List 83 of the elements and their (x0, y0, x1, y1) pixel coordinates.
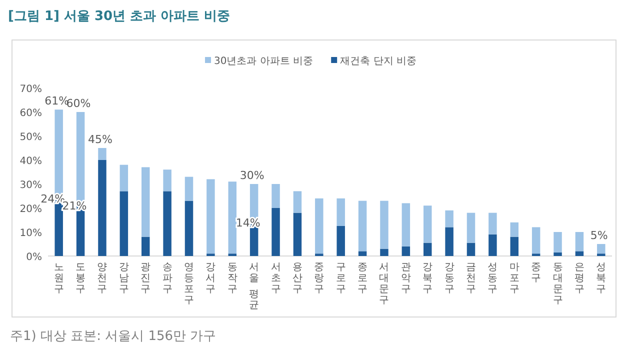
x-tick-label: 강남구 (118, 262, 129, 295)
y-tick-label: 20% (20, 204, 42, 215)
x-tick-label: 성북구 (596, 262, 606, 295)
x-tick-label: 중구 (531, 262, 542, 284)
bar (184, 176, 194, 201)
x-tick-label: 송파구 (162, 262, 172, 295)
text: 주1) 대상 표본: 서울시 156만 가구 (10, 329, 216, 344)
x-tick-label: 종로구 (358, 262, 368, 295)
bar (120, 191, 128, 256)
x-tick-label: 마포구 (509, 262, 520, 295)
x-tick-label: 용산구 (292, 262, 302, 295)
bar (141, 236, 150, 256)
bar (510, 222, 519, 237)
bar (272, 208, 280, 256)
bar (315, 198, 324, 254)
bar (380, 200, 388, 249)
x-tick-label: 동대문구 (552, 262, 563, 306)
chart-title: [그림 1] 서울 30년 초과 아파트 비중 (8, 9, 230, 24)
bar (423, 206, 432, 243)
x-tick-label: 동작구 (227, 262, 238, 295)
bar (445, 210, 454, 228)
bar (120, 164, 128, 192)
x-tick-label: 양천구 (97, 262, 108, 295)
bar (358, 200, 367, 252)
bar (597, 244, 606, 254)
bar (336, 198, 345, 226)
x-tick-label: 강동구 (444, 262, 454, 295)
bar (163, 191, 172, 256)
x-tick-label: 노원구 (54, 262, 64, 295)
y-tick-label: 10% (20, 228, 42, 239)
bar (402, 203, 410, 246)
bar (184, 200, 194, 256)
bar (98, 148, 106, 160)
bar (293, 212, 302, 256)
bar (336, 226, 345, 256)
legend-label: 재건축 단지 비중 (340, 56, 416, 67)
total-label: 45% (88, 133, 112, 146)
y-tick-label: 0% (26, 252, 42, 263)
y-tick-label: 50% (20, 132, 42, 143)
y-tick-label: 40% (20, 156, 42, 167)
bar (380, 248, 388, 256)
x-tick-label: 서초구 (270, 262, 281, 295)
bar (228, 182, 237, 254)
legend-label: 30년초과 아파트 비중 (214, 56, 314, 67)
total-label: 5% (590, 229, 608, 242)
bar (272, 184, 280, 208)
bar (358, 251, 367, 256)
x-tick-label: 관악구 (400, 262, 411, 295)
bar (575, 251, 584, 256)
bar (163, 170, 172, 192)
y-tick-label: 70% (20, 84, 42, 95)
x-tick-label: 도봉구 (76, 262, 86, 295)
bar (141, 167, 150, 237)
bar (554, 252, 562, 256)
bar (554, 232, 562, 252)
x-tick-label: 중랑구 (314, 262, 324, 295)
x-tick-label: 금천구 (466, 262, 476, 295)
x-tick-label: 서울 평균 (249, 262, 260, 311)
x-tick-label: 강서구 (206, 262, 216, 295)
bar (402, 246, 410, 256)
y-tick-label: 30% (20, 180, 42, 191)
x-tick-label: 은평구 (574, 262, 584, 295)
x-tick-label: 서대문구 (379, 262, 390, 306)
bar (488, 212, 497, 234)
bar (488, 234, 497, 256)
total-label: 30% (240, 169, 264, 182)
x-tick-label: 영등포구 (184, 262, 194, 306)
x-tick-label: 성동구 (488, 262, 498, 295)
y-tick-label: 60% (20, 108, 42, 119)
x-tick-label: 강북구 (422, 262, 433, 295)
x-tick-label: 구로구 (336, 262, 346, 295)
bar (466, 212, 476, 243)
x-tick-label: 광진구 (140, 262, 151, 295)
bar (575, 232, 584, 252)
bar (466, 242, 476, 256)
bar (510, 236, 519, 256)
bar (98, 160, 106, 256)
total-label: 60% (66, 97, 91, 110)
bar (206, 179, 215, 254)
bar (423, 242, 432, 256)
bar (445, 227, 454, 256)
bar (532, 227, 540, 254)
bar (293, 191, 302, 213)
